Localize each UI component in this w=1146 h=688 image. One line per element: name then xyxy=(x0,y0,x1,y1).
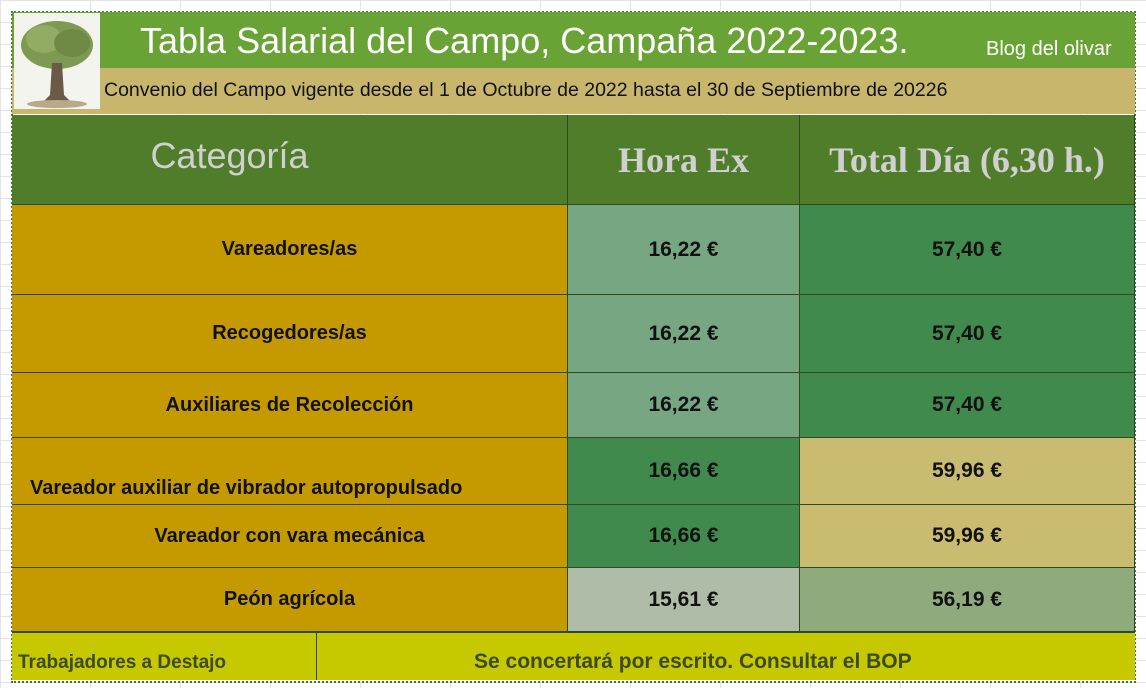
wage-cell: 59,96 € xyxy=(800,438,1135,505)
wage-cell: 57,40 € xyxy=(800,295,1135,373)
column-header: Total Día (6,30 h.) xyxy=(800,115,1135,205)
wage-cell: 57,40 € xyxy=(800,205,1135,295)
wage-text: 15,61 € xyxy=(648,587,719,611)
wage-cell: 15,61 € xyxy=(568,568,800,632)
wage-cell: 16,66 € xyxy=(568,505,800,568)
subtitle: Convenio del Campo vigente desde el 1 de… xyxy=(104,79,948,101)
category-text: Vareadores/as xyxy=(221,238,358,260)
wage-text: 16,22 € xyxy=(648,393,719,416)
category-text: Auxiliares de Recolección xyxy=(165,393,414,416)
category-text: Vareador auxiliar de vibrador autopropul… xyxy=(30,477,463,499)
category-text: Recogedores/as xyxy=(212,322,367,344)
wage-text: 57,40 € xyxy=(931,321,1003,345)
wage-text: 16,66 € xyxy=(648,459,719,482)
title-bar xyxy=(12,12,1135,68)
category-cell: Peón agrícola xyxy=(12,568,568,632)
tree-logo xyxy=(14,13,100,109)
column-header-text: Hora Ex xyxy=(618,139,749,180)
category-cell: Vareador con vara mecánica xyxy=(12,505,568,568)
wage-cell: 56,19 € xyxy=(800,568,1135,632)
wage-text: 16,22 € xyxy=(648,237,719,261)
wage-text: 16,22 € xyxy=(648,321,719,345)
wage-text: 57,40 € xyxy=(931,393,1003,416)
wage-cell: 16,22 € xyxy=(568,373,800,438)
wage-text: 16,66 € xyxy=(648,524,719,547)
wage-text: 59,96 € xyxy=(931,459,1003,482)
title: Tabla Salarial del Campo, Campaña 2022-2… xyxy=(140,20,909,61)
wage-cell: 16,22 € xyxy=(568,295,800,373)
footer-divider xyxy=(316,632,317,680)
footer-label: Trabajadores a Destajo xyxy=(18,652,227,673)
category-cell: Vareador auxiliar de vibrador autopropul… xyxy=(12,438,568,505)
wage-text: 57,40 € xyxy=(931,237,1003,261)
column-header-text: Total Día (6,30 h.) xyxy=(829,139,1105,180)
wage-cell: 16,22 € xyxy=(568,205,800,295)
footer-bar xyxy=(12,632,1135,680)
wage-text: 59,96 € xyxy=(931,524,1003,547)
column-header: Hora Ex xyxy=(568,115,800,205)
category-cell: Auxiliares de Recolección xyxy=(12,373,568,438)
wage-cell: 59,96 € xyxy=(800,505,1135,568)
category-text: Peón agrícola xyxy=(223,588,356,610)
subtitle-bar xyxy=(12,68,1135,114)
category-cell: Recogedores/as xyxy=(12,295,568,373)
column-header: Categoría xyxy=(12,115,568,205)
blog-link[interactable]: Blog del olivar xyxy=(986,38,1112,60)
wage-cell: 16,66 € xyxy=(568,438,800,505)
footer-text: Se concertará por escrito. Consultar el … xyxy=(474,650,912,673)
wage-cell: 57,40 € xyxy=(800,373,1135,438)
wage-text: 56,19 € xyxy=(931,587,1003,611)
category-text: Vareador con vara mecánica xyxy=(154,524,425,547)
category-cell: Vareadores/as xyxy=(12,205,568,295)
column-header-text: Categoría xyxy=(150,134,309,176)
